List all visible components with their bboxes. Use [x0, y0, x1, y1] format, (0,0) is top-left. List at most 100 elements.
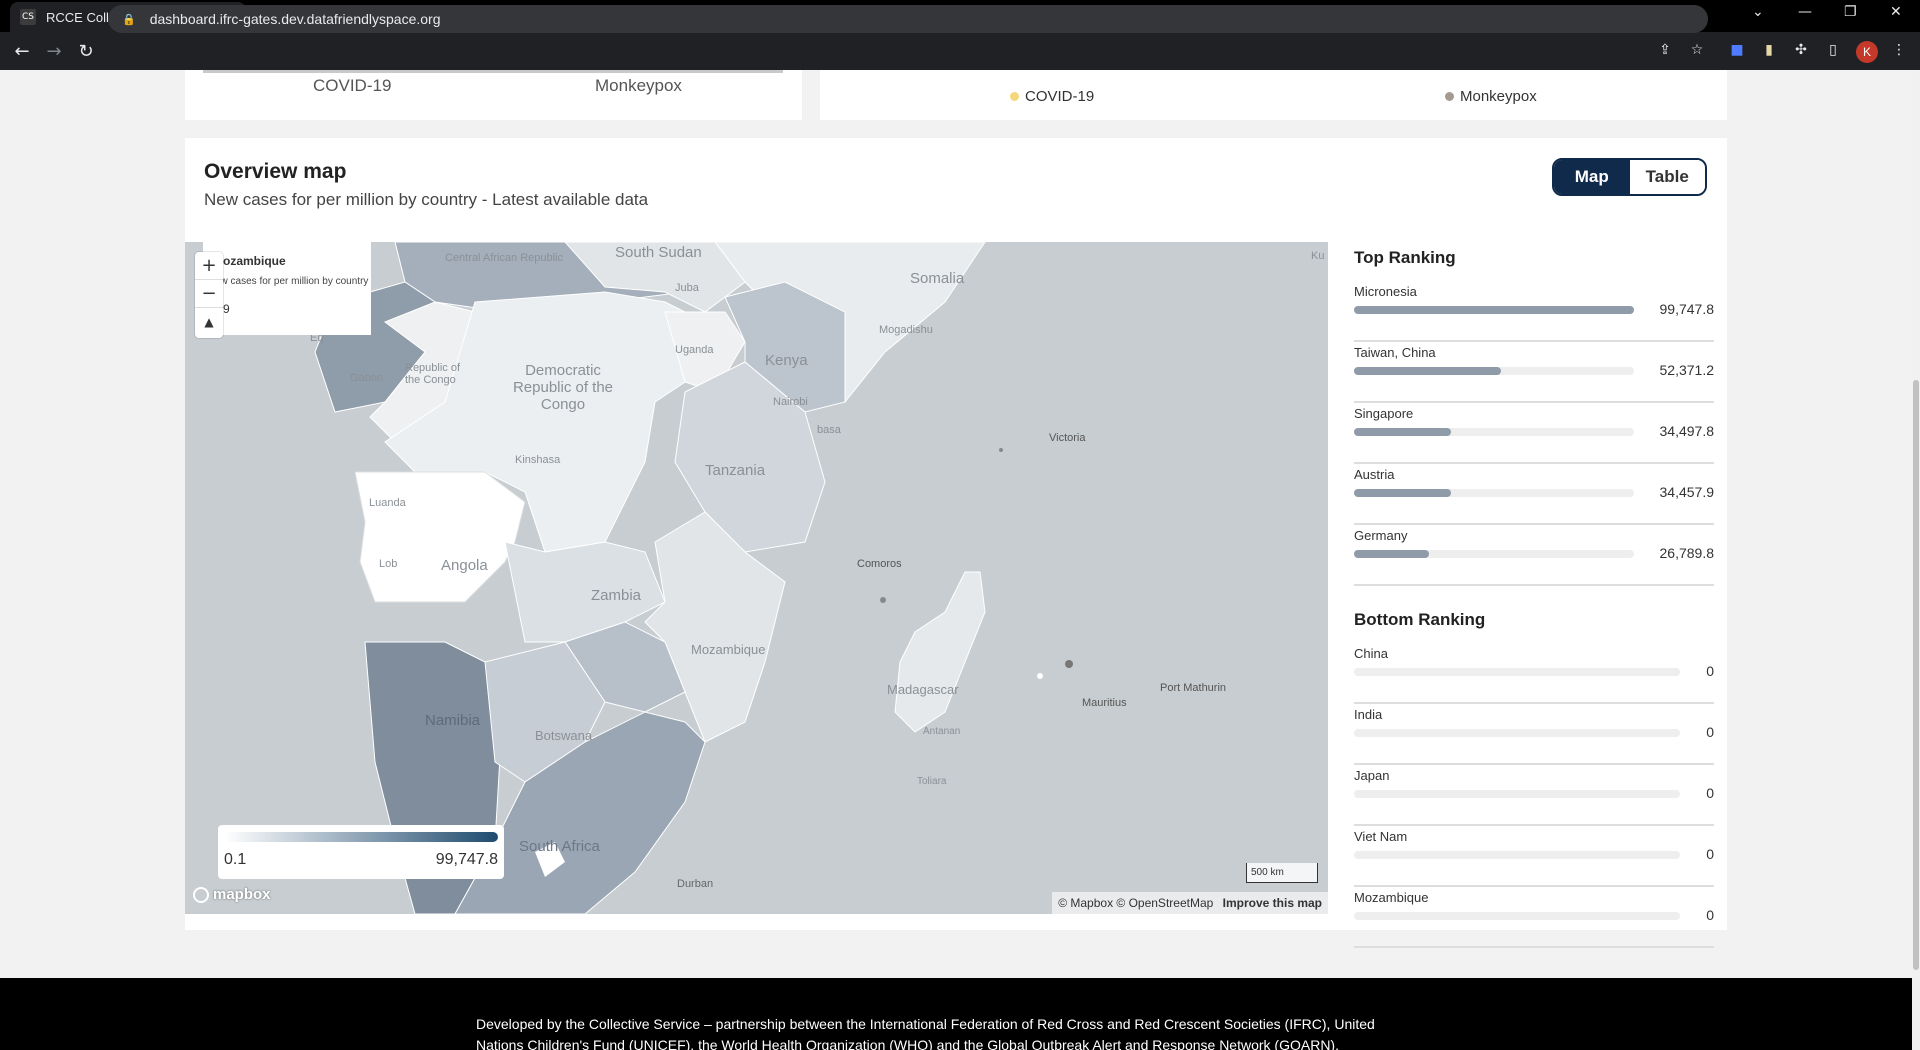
overview-map[interactable]: Central African Republic South Sudan Jub… — [185, 242, 1328, 914]
map-label-antananarivo: Antanan — [923, 726, 961, 737]
ranking-country: Japan — [1354, 768, 1390, 783]
ranking-country: Taiwan, China — [1354, 345, 1436, 360]
map-label-port-mathurin: Port Mathurin — [1160, 682, 1227, 694]
map-label-juba: Juba — [675, 282, 699, 294]
ranking-value: 34,457.9 — [1659, 484, 1715, 500]
compass-icon[interactable]: ▲ — [204, 315, 214, 329]
monkeypox-label: Monkeypox — [595, 76, 682, 95]
page-content: COVID-19 Monkeypox COVID-19 Monkeypox Ov… — [0, 70, 1912, 1050]
ranking-bar-track — [1354, 912, 1680, 920]
forward-icon[interactable]: → — [46, 40, 62, 62]
minimize-icon[interactable]: — — [1798, 4, 1812, 20]
map-label-angola: Angola — [441, 557, 488, 574]
ranking-country: Micronesia — [1354, 284, 1417, 299]
ranking-bar-fill — [1354, 489, 1451, 497]
overview-card: Overview map New cases for per million b… — [185, 138, 1727, 948]
ranking-value: 0 — [1706, 846, 1714, 862]
popup-country: ozambique — [223, 254, 286, 268]
map-label-rotc: Republic of the Congo — [405, 362, 461, 386]
map-label-mauritius: Mauritius — [1082, 697, 1127, 709]
profile-avatar[interactable]: K — [1856, 41, 1878, 63]
bottom-ranking-title: Bottom Ranking — [1354, 610, 1486, 629]
share-icon[interactable]: ⇪ — [1659, 42, 1671, 58]
ranking-bar-track — [1354, 367, 1634, 375]
ranking-item: Japan 0 — [1354, 764, 1714, 826]
map-label-namibia: Namibia — [425, 712, 481, 729]
map-label-somalia: Somalia — [910, 270, 965, 287]
map-label-uganda: Uganda — [675, 344, 714, 356]
map-label-car: Central African Republic — [445, 252, 564, 264]
ranking-bar-track — [1354, 428, 1634, 436]
mapbox-logo-text: mapbox — [213, 886, 271, 903]
ranking-value: 26,789.8 — [1659, 545, 1715, 561]
legend-covid-label: COVID-19 — [1025, 88, 1095, 105]
ranking-value: 99,747.8 — [1659, 301, 1715, 317]
ranking-item: Micronesia 99,747.8 — [1354, 280, 1714, 342]
address-bar: ← → ↻ — [0, 32, 1920, 70]
ranking-bar-fill — [1354, 428, 1451, 436]
attribution-text[interactable]: © Mapbox © OpenStreetMap — [1058, 896, 1214, 910]
top-right-card: COVID-19 Monkeypox — [820, 70, 1727, 120]
ranking-country: Singapore — [1354, 406, 1414, 421]
map-label-mombasa: basa — [817, 424, 841, 436]
extension-icon[interactable]: ■ — [1730, 42, 1744, 58]
ranking-item: Viet Nam 0 — [1354, 825, 1714, 887]
map-label-tanzania: Tanzania — [705, 462, 766, 479]
top-ranking-title: Top Ranking — [1354, 248, 1456, 267]
scale-bar: 500 km — [1246, 863, 1318, 883]
map-label-eq: Eq — [310, 332, 324, 344]
ranking-value: 0 — [1706, 785, 1714, 801]
ranking-item: China 0 — [1354, 642, 1714, 704]
map-label-south-sudan: South Sudan — [615, 244, 702, 261]
popup-value: 9 — [223, 302, 230, 316]
map-attribution: © Mapbox © OpenStreetMap Improve this ma… — [1052, 892, 1328, 914]
url-field[interactable]: 🔒 dashboard.ifrc-gates.dev.datafriendlys… — [108, 5, 1708, 33]
map-label-mogadishu: Mogadishu — [879, 324, 933, 336]
ranking-country: China — [1354, 646, 1388, 661]
map-label-madagascar: Madagascar — [887, 682, 959, 697]
puzzle-icon[interactable]: ✣ — [1795, 42, 1807, 58]
map-label-south-africa: South Africa — [519, 838, 600, 855]
bookmark-star-icon[interactable]: ☆ — [1690, 42, 1704, 58]
table-toggle-button[interactable]: Table — [1629, 160, 1705, 194]
ranking-country: Germany — [1354, 528, 1408, 543]
tab-search-icon[interactable]: ⌄ — [1752, 4, 1764, 20]
map-label-mozambique: Mozambique — [691, 642, 766, 657]
map-toggle-button[interactable]: Map — [1554, 160, 1630, 194]
legend-min: 0.1 — [224, 851, 247, 868]
lock-icon: 🔒 — [122, 12, 136, 26]
popup-metric: ew cases for per million by country — [215, 276, 369, 287]
ranking-bar-track — [1354, 489, 1634, 497]
menu-icon[interactable]: ⋮ — [1892, 42, 1906, 58]
map-label-lobito: Lob — [379, 558, 398, 570]
view-toggle: Map Table — [1552, 158, 1707, 196]
covid-label: COVID-19 — [313, 76, 392, 95]
ranking-value: 34,497.8 — [1659, 423, 1715, 439]
ranking-bar-track — [1354, 668, 1680, 676]
footer: Developed by the Collective Service – pa… — [0, 978, 1912, 1050]
divider — [203, 70, 783, 73]
back-icon[interactable]: ← — [14, 40, 30, 62]
map-label-gabon: Gabon — [350, 372, 384, 384]
map-label-comoros: Comoros — [857, 558, 902, 570]
ranking-item: Mozambique 0 — [1354, 886, 1714, 948]
mapbox-logo[interactable]: mapbox — [193, 886, 271, 903]
ranking-value: 52,371.2 — [1659, 362, 1715, 378]
side-panel-icon[interactable]: ▯ — [1829, 42, 1837, 58]
ranking-bar-track — [1354, 729, 1680, 737]
ranking-item: Singapore 34,497.8 — [1354, 402, 1714, 464]
zoom-out-button[interactable]: − — [195, 280, 223, 308]
map-label-luanda: Luanda — [369, 497, 406, 509]
zoom-in-button[interactable]: + — [195, 252, 223, 280]
restore-icon[interactable]: ❐ — [1844, 4, 1857, 20]
close-window-icon[interactable]: ✕ — [1890, 4, 1902, 20]
legend-max: 99,747.8 — [435, 851, 498, 868]
map-label-toliara: Toliara — [917, 776, 947, 787]
ranking-value: 0 — [1706, 907, 1714, 923]
map-label-nairobi: Nairobi — [773, 396, 808, 408]
extension-2-icon[interactable]: ▮ — [1765, 42, 1773, 58]
ranking-value: 0 — [1706, 663, 1714, 679]
scrollbar-thumb[interactable] — [1913, 380, 1919, 970]
improve-map-link[interactable]: Improve this map — [1222, 896, 1322, 910]
reload-icon[interactable]: ↻ — [78, 40, 94, 62]
